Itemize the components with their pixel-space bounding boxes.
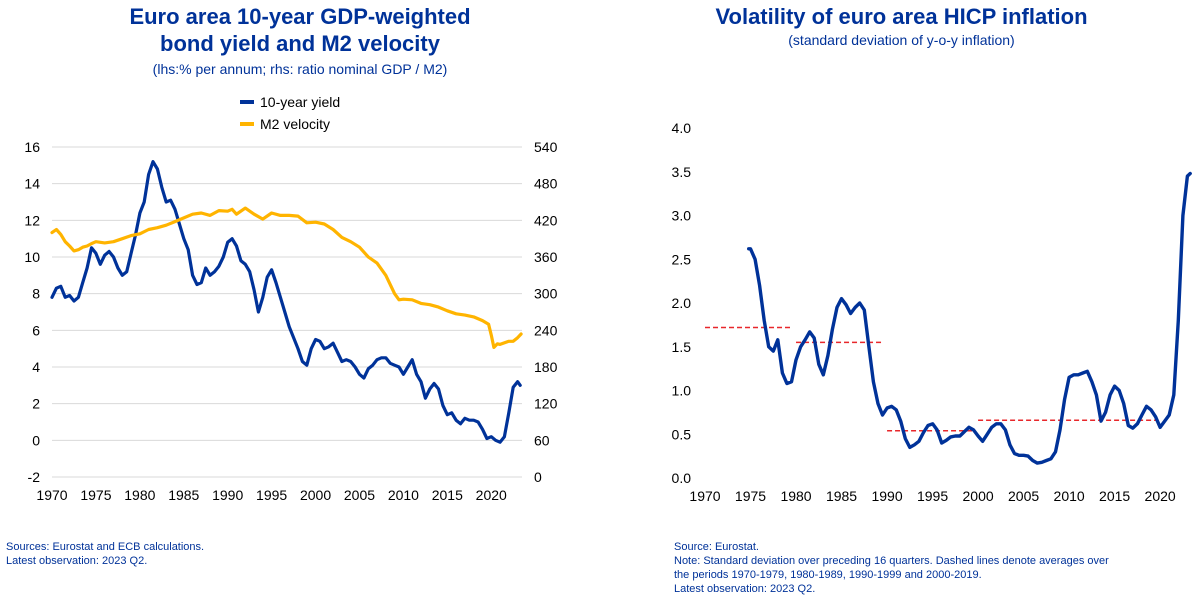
velocity-series-line bbox=[50, 206, 523, 349]
left-footnote-latest: Latest observation: 2023 Q2. bbox=[6, 555, 148, 567]
left-y-tick-label: 16 bbox=[24, 139, 40, 155]
y-tick-label: 0.0 bbox=[672, 470, 692, 486]
left-chart-panel: Euro area 10-year GDP-weighted bond yiel… bbox=[0, 0, 600, 600]
x-tick-label: 2020 bbox=[1145, 488, 1176, 504]
right-chart-svg: 0.0 0.5 1.0 1.5 2.0 2.5 3.0 3.5 4.0 1970 1975 1980 1… bbox=[672, 120, 1192, 504]
right-chart-subtitle: (standard deviation of y-o-y inflation) bbox=[788, 32, 1015, 48]
right-y-tick-label: 480 bbox=[534, 176, 558, 192]
y-tick-label: 3.5 bbox=[672, 164, 692, 180]
left-y-tick-label: 14 bbox=[24, 176, 40, 192]
left-y-tick-label: 2 bbox=[32, 396, 40, 412]
left-y-tick-label: 12 bbox=[24, 212, 40, 228]
right-footnote-periods: the periods 1970-1979, 1980-1989, 1990-1… bbox=[674, 569, 982, 581]
x-tick-label: 2005 bbox=[344, 487, 375, 503]
right-footnote-latest: Latest observation: 2023 Q2. bbox=[674, 583, 816, 595]
x-tick-label: 1975 bbox=[80, 487, 111, 503]
x-tick-label: 1975 bbox=[735, 488, 766, 504]
yield-series-line bbox=[50, 160, 522, 444]
left-chart-svg: -2 0 2 4 6 8 10 12 14 16 0 60 120 180 240 300 360 420 480 5… bbox=[24, 94, 558, 503]
left-y-tick-label: 6 bbox=[32, 322, 40, 338]
right-chart-title: Volatility of euro area HICP inflation bbox=[715, 4, 1088, 29]
right-y-tick-label: 120 bbox=[534, 396, 558, 412]
right-y-tick-label: 240 bbox=[534, 322, 558, 338]
right-footnote-note: Note: Standard deviation over preceding … bbox=[674, 555, 1109, 567]
x-tick-label: 2015 bbox=[432, 487, 463, 503]
left-y-tick-label: -2 bbox=[28, 469, 41, 485]
x-tick-label: 2010 bbox=[388, 487, 419, 503]
y-tick-label: 0.5 bbox=[672, 426, 692, 442]
left-y-tick-label: 8 bbox=[32, 286, 40, 302]
left-y-tick-label: 10 bbox=[24, 249, 40, 265]
x-tick-label: 1990 bbox=[212, 487, 243, 503]
volatility-series-line bbox=[747, 171, 1192, 465]
right-y-tick-label: 540 bbox=[534, 139, 558, 155]
left-chart-title-line1: Euro area 10-year GDP-weighted bbox=[129, 4, 471, 29]
left-chart-title-line2: bond yield and M2 velocity bbox=[160, 31, 440, 56]
legend-label-velocity: M2 velocity bbox=[260, 116, 330, 132]
x-tick-label: 1985 bbox=[826, 488, 857, 504]
left-footnote-sources: Sources: Eurostat and ECB calculations. bbox=[6, 541, 205, 553]
legend-label-yield: 10-year yield bbox=[260, 94, 340, 110]
x-tick-label: 1995 bbox=[917, 488, 948, 504]
y-tick-label: 3.0 bbox=[672, 208, 692, 224]
x-tick-label: 1995 bbox=[256, 487, 287, 503]
x-tick-label: 1970 bbox=[36, 487, 67, 503]
x-tick-label: 1980 bbox=[124, 487, 155, 503]
y-tick-label: 2.0 bbox=[672, 295, 692, 311]
right-chart-panel: Volatility of euro area HICP inflation (… bbox=[600, 0, 1203, 600]
x-tick-label: 2010 bbox=[1054, 488, 1085, 504]
right-y-tick-label: 180 bbox=[534, 359, 558, 375]
right-y-tick-label: 0 bbox=[534, 469, 542, 485]
y-tick-label: 1.0 bbox=[672, 383, 692, 399]
x-tick-label: 2000 bbox=[300, 487, 331, 503]
y-tick-label: 2.5 bbox=[672, 251, 692, 267]
right-y-tick-label: 420 bbox=[534, 212, 558, 228]
right-y-tick-label: 300 bbox=[534, 286, 558, 302]
x-tick-label: 1990 bbox=[871, 488, 902, 504]
y-tick-label: 1.5 bbox=[672, 339, 692, 355]
right-footnote-source: Source: Eurostat. bbox=[674, 541, 759, 553]
x-tick-label: 2015 bbox=[1099, 488, 1130, 504]
left-y-tick-label: 0 bbox=[32, 432, 40, 448]
x-tick-label: 1970 bbox=[689, 488, 720, 504]
y-tick-label: 4.0 bbox=[672, 120, 692, 136]
left-y-tick-label: 4 bbox=[32, 359, 40, 375]
x-tick-label: 2020 bbox=[476, 487, 507, 503]
left-chart-subtitle: (lhs:% per annum; rhs: ratio nominal GDP… bbox=[152, 61, 448, 77]
x-tick-label: 2000 bbox=[963, 488, 994, 504]
right-y-tick-label: 360 bbox=[534, 249, 558, 265]
x-tick-label: 2005 bbox=[1008, 488, 1039, 504]
x-tick-label: 1980 bbox=[780, 488, 811, 504]
x-tick-label: 1985 bbox=[168, 487, 199, 503]
right-y-tick-label: 60 bbox=[534, 432, 550, 448]
